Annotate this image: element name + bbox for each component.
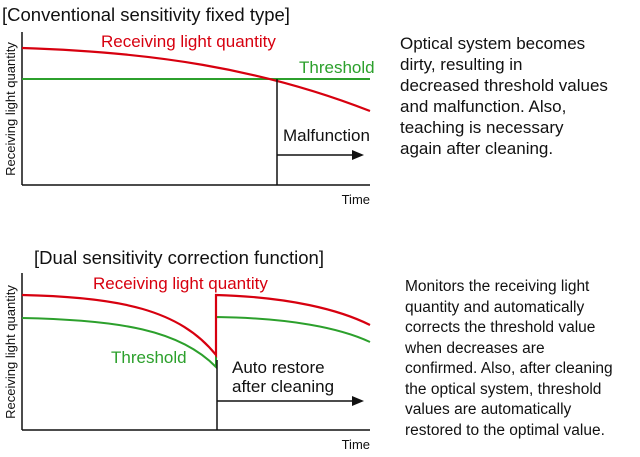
top-description: Optical system becomes dirty, resulting … xyxy=(400,34,608,158)
bottom-arrow-head xyxy=(352,396,364,406)
top-xlabel: Time xyxy=(342,192,370,207)
top-event-label: Malfunction xyxy=(283,126,370,145)
bottom-event-label-line2: after cleaning xyxy=(232,377,334,396)
top-receiving-label: Receiving light quantity xyxy=(101,32,276,51)
bottom-receiving-curve xyxy=(21,293,371,359)
bottom-event-label-line1: Auto restore xyxy=(232,358,325,377)
bottom-xlabel: Time xyxy=(342,437,370,452)
bottom-heading: [Dual sensitivity correction function] xyxy=(34,247,324,268)
bottom-description: Monitors the receiving light quantity an… xyxy=(405,278,613,439)
bottom-threshold-label: Threshold xyxy=(111,348,187,367)
top-arrow-head xyxy=(352,150,364,160)
bottom-receiving-label: Receiving light quantity xyxy=(93,274,268,293)
top-threshold-label: Threshold xyxy=(299,58,375,77)
top-receiving-curve xyxy=(21,46,371,113)
top-heading: [Conventional sensitivity fixed type] xyxy=(2,4,290,25)
top-ylabel: Receiving light quantity xyxy=(3,42,18,176)
bottom-threshold-curve xyxy=(21,315,371,370)
bottom-ylabel: Receiving light quantity xyxy=(3,285,18,419)
